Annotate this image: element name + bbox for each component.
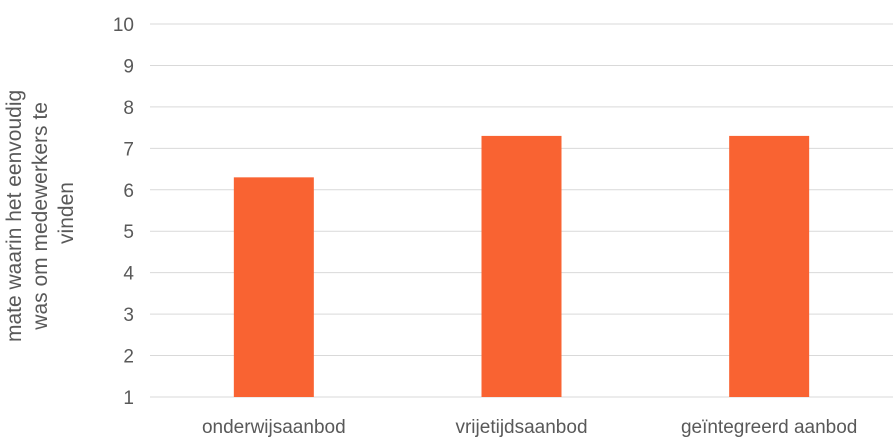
y-axis-label-line-3: vinden xyxy=(55,182,78,244)
y-axis-label-line-2: was om medewerkers te xyxy=(29,102,52,331)
bar-vrijetijdsaanbod xyxy=(481,135,562,397)
y-tick-label: 10 xyxy=(113,15,134,36)
x-tick-label: vrijetijdsaanbod xyxy=(455,417,587,437)
y-tick-label: 2 xyxy=(123,347,134,368)
y-tick-label: 3 xyxy=(123,305,134,326)
y-tick-label: 5 xyxy=(123,222,134,243)
bar-geïntegreerd-aanbod xyxy=(729,135,810,397)
y-tick-label: 8 xyxy=(123,98,134,119)
x-tick-label: onderwijsaanbod xyxy=(202,417,346,437)
y-axis-label-line-1: mate waarin het eenvoudig xyxy=(3,90,26,342)
bars xyxy=(233,135,810,397)
y-axis-label: mate waarin het eenvoudig was om medewer… xyxy=(3,84,78,342)
y-tick-label: 1 xyxy=(123,388,134,409)
y-tick-label: 7 xyxy=(123,139,134,160)
x-tick-labels: onderwijsaanbod vrijetijdsaanbod geïntegre… xyxy=(202,417,857,438)
x-tick-label: geïntegreerd aanbod xyxy=(681,417,857,437)
y-tick-label: 4 xyxy=(123,264,134,285)
y-tick-labels: 1 2 3 4 5 6 7 8 9 10 xyxy=(113,15,135,409)
bar-onderwijsaanbod xyxy=(233,177,314,397)
y-tick-label: 6 xyxy=(123,181,134,202)
y-tick-label: 9 xyxy=(123,56,134,77)
